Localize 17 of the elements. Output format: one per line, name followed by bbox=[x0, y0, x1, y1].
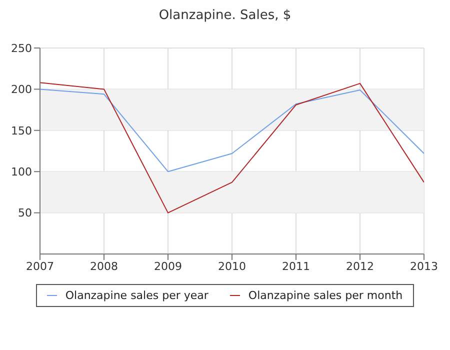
x-tick-label: 2008 bbox=[90, 260, 118, 273]
y-tick-label: 250 bbox=[11, 42, 32, 55]
x-tick-label: 2010 bbox=[218, 260, 246, 273]
chart-title: Olanzapine. Sales, $ bbox=[158, 8, 292, 25]
y-tick-label: 200 bbox=[11, 83, 32, 96]
x-tick-label: 2007 bbox=[26, 260, 54, 273]
y-tick-label: 50 bbox=[18, 206, 32, 220]
y-tick-label: 100 bbox=[11, 166, 32, 179]
x-tick-label: 2011 bbox=[282, 260, 310, 273]
legend-label: Olanzapine sales per month bbox=[247, 289, 403, 302]
line-series bbox=[40, 82, 424, 214]
legend-label: Olanzapine sales per year bbox=[64, 289, 208, 302]
line-series bbox=[40, 88, 424, 172]
x-tick-label: 2009 bbox=[154, 260, 182, 273]
x-tick-label: 2013 bbox=[410, 260, 438, 273]
x-tick-label: 2012 bbox=[346, 260, 374, 273]
y-tick-label: 150 bbox=[11, 124, 32, 138]
